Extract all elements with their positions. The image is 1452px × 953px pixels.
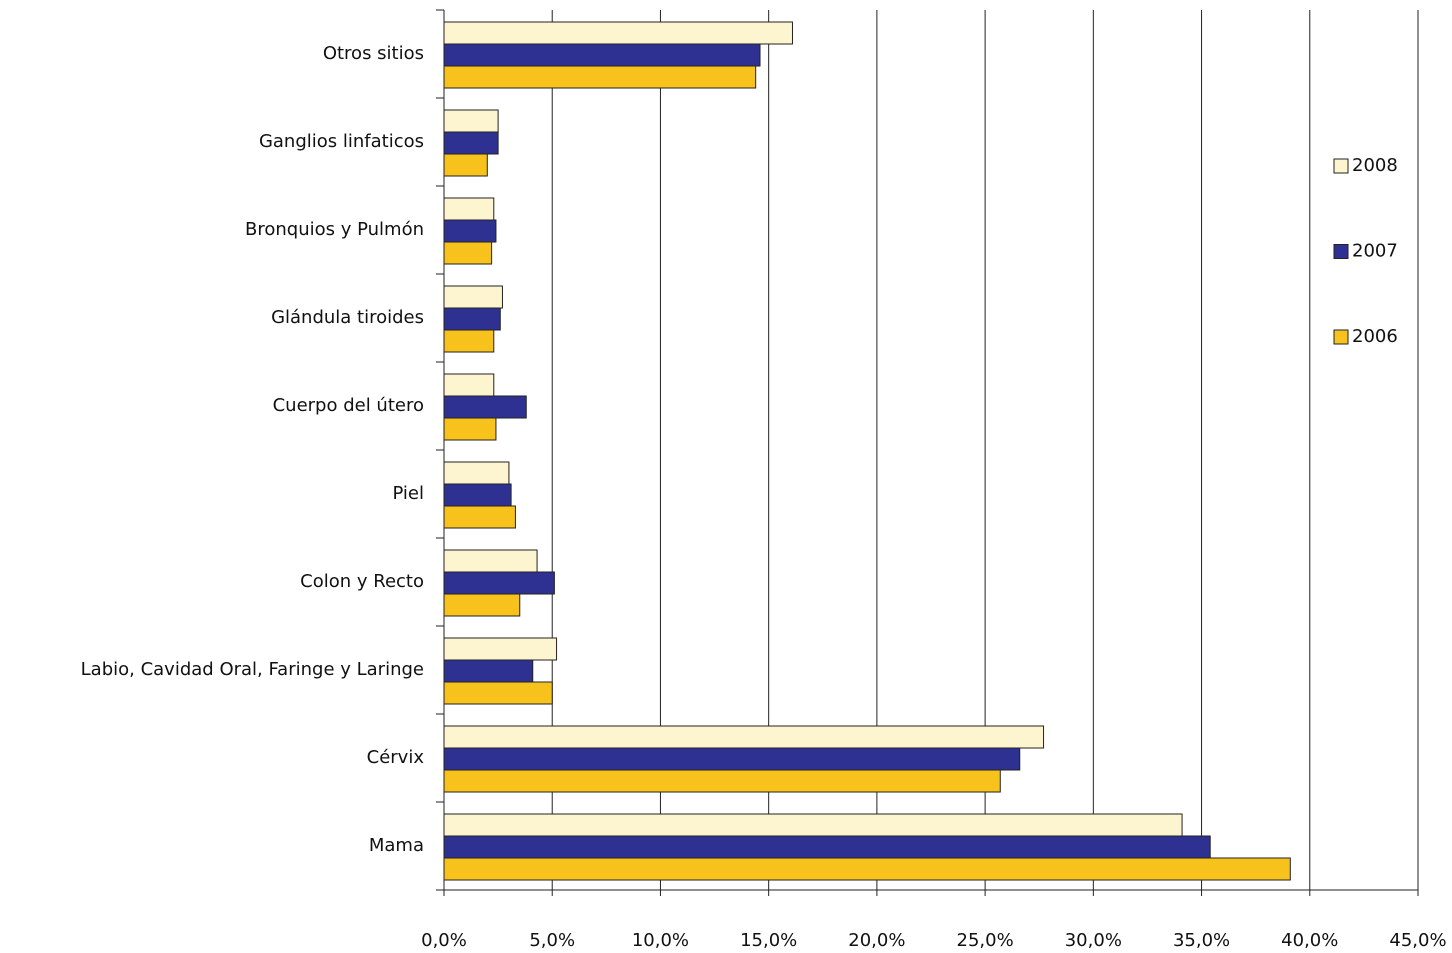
bar bbox=[443, 219, 497, 243]
x-tick-label: 10,0% bbox=[632, 930, 689, 951]
y-tick-label: Colon y Recto bbox=[300, 571, 424, 592]
bar bbox=[443, 131, 499, 155]
legend-label: 2007 bbox=[1352, 241, 1398, 262]
bar bbox=[443, 725, 1045, 749]
bar bbox=[443, 21, 793, 45]
bar bbox=[443, 197, 495, 221]
y-tick-label: Glándula tiroides bbox=[271, 307, 424, 328]
bar bbox=[443, 571, 555, 595]
bar bbox=[443, 637, 558, 661]
bar bbox=[443, 461, 510, 485]
bar bbox=[443, 395, 527, 419]
bar bbox=[443, 835, 1211, 859]
y-tick-label: Otros sitios bbox=[323, 43, 424, 64]
x-tick-label: 0,0% bbox=[421, 930, 467, 951]
bar bbox=[443, 659, 534, 683]
bar bbox=[443, 747, 1021, 771]
x-tick-label: 20,0% bbox=[848, 930, 905, 951]
x-tick-label: 35,0% bbox=[1173, 930, 1230, 951]
bar bbox=[443, 857, 1291, 881]
y-tick-label: Bronquios y Pulmón bbox=[245, 219, 424, 240]
y-tick-label: Ganglios linfaticos bbox=[259, 131, 424, 152]
bar bbox=[443, 549, 538, 573]
bar bbox=[443, 373, 495, 397]
legend-label: 2008 bbox=[1352, 155, 1398, 176]
bar bbox=[443, 307, 501, 331]
x-tick-label: 5,0% bbox=[529, 930, 575, 951]
y-tick-label: Mama bbox=[369, 835, 424, 856]
x-tick-label: 45,0% bbox=[1389, 930, 1446, 951]
x-tick-label: 40,0% bbox=[1281, 930, 1338, 951]
bar bbox=[443, 65, 757, 89]
bar bbox=[443, 483, 512, 507]
bar bbox=[443, 153, 488, 177]
legend-label: 2006 bbox=[1352, 326, 1398, 347]
bar bbox=[443, 769, 1001, 793]
bar bbox=[443, 285, 503, 309]
x-tick-label: 25,0% bbox=[957, 930, 1014, 951]
bar bbox=[443, 813, 1183, 837]
y-tick-label: Piel bbox=[392, 483, 424, 504]
bar bbox=[443, 417, 497, 441]
legend-swatch bbox=[1333, 244, 1349, 259]
legend-swatch bbox=[1333, 329, 1349, 345]
x-tick-label: 15,0% bbox=[740, 930, 797, 951]
bar bbox=[443, 681, 553, 705]
bar bbox=[443, 241, 493, 265]
bar bbox=[443, 43, 761, 67]
y-tick-label: Cuerpo del útero bbox=[273, 395, 424, 416]
y-tick-label: Cérvix bbox=[367, 747, 425, 768]
y-tick-label: Labio, Cavidad Oral, Faringe y Laringe bbox=[81, 659, 424, 680]
x-tick-label: 30,0% bbox=[1065, 930, 1122, 951]
bar bbox=[443, 109, 499, 133]
bar bbox=[443, 505, 516, 529]
bar bbox=[443, 329, 495, 353]
bar bbox=[443, 593, 521, 617]
legend-swatch bbox=[1333, 158, 1349, 174]
